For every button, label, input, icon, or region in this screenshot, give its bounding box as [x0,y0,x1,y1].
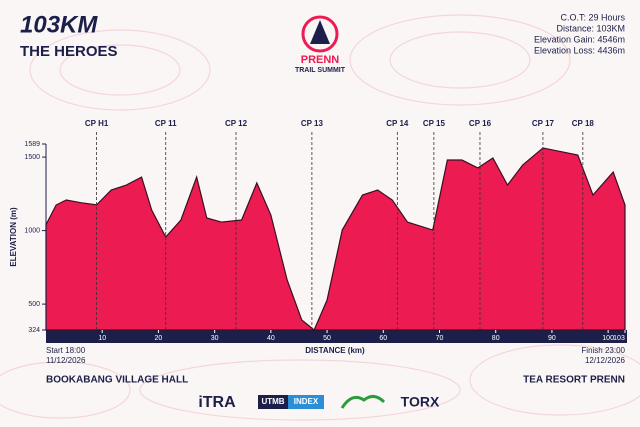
checkpoint-label: CP 11 [155,119,177,128]
stat-line: C.O.T: 29 Hours [560,12,625,22]
sponsor-mark [340,395,386,409]
finish-time: Finish 23:00 [581,346,625,355]
sponsor-logo: UTMB [261,397,284,406]
x-axis-label: DISTANCE (km) [305,346,365,355]
checkpoint-label: CP 13 [301,119,324,128]
finish-date: 12/12/2026 [585,356,626,365]
sponsor-box [258,395,288,409]
y-axis-label: ELEVATION (m) [9,207,18,267]
x-tick-label: 70 [436,335,444,342]
stat-line: Elevation Loss: 4436m [534,45,625,55]
x-tick-label: 80 [492,335,500,342]
checkpoint-label: CP H1 [85,119,109,128]
stat-line: Elevation Gain: 4546m [534,34,625,44]
x-tick-label: 10 [98,335,106,342]
checkpoint-label: CP 17 [532,119,555,128]
checkpoint-label: CP 18 [572,119,595,128]
sponsor-logo: INDEX [294,397,319,406]
subtitle: THE HEROES [20,43,118,60]
sponsor-box [288,395,324,409]
title: 103KM [20,11,98,38]
x-tick-label: 20 [155,335,163,342]
logo-ring [301,15,339,53]
y-tick-label: 1000 [24,227,40,234]
checkpoint-label: CP 14 [386,119,409,128]
topo-background [0,14,640,421]
elevation-area [45,147,626,331]
start-place: BOOKABANG VILLAGE HALL [46,375,188,386]
x-tick-label: 103 [613,335,625,342]
logo-tree [310,20,330,44]
logo-tagline: TRAIL SUMMIT [295,67,346,74]
sponsor-logo: iTRA [198,394,236,411]
x-tick-label: 60 [379,335,387,342]
x-tick-label: 90 [548,335,556,342]
start-date: 11/12/2026 [46,356,86,365]
logo-name: PRENN [301,54,340,66]
logo: PRENN TRAIL SUMMIT [295,15,346,74]
sponsor-logo: TORX [401,394,440,410]
checkpoint-label: CP 15 [423,119,446,128]
y-tick-label: 1589 [24,141,40,148]
x-tick-label: 100 [602,335,614,342]
x-tick-label: 30 [211,335,219,342]
stat-line: Distance: 103KM [556,23,625,33]
y-tick-label: 1500 [24,154,40,161]
y-tick-label: 324 [28,327,40,334]
x-tick-label: 40 [267,335,275,342]
y-tick-label: 500 [28,301,40,308]
checkpoint-label: CP 12 [225,119,248,128]
checkpoint-label: CP 16 [469,119,492,128]
finish-place: TEA RESORT PRENN [523,375,625,386]
x-axis-band [46,330,627,343]
start-time: Start 18:00 [46,346,86,355]
x-tick-label: 50 [323,335,331,342]
